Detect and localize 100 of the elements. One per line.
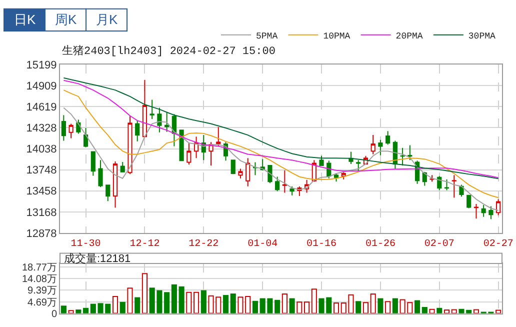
candlestick	[444, 178, 450, 191]
bar	[370, 293, 376, 314]
bar	[230, 293, 236, 314]
candlestick	[238, 168, 243, 179]
bar	[274, 300, 280, 314]
y-tick-label: 14619	[26, 101, 57, 114]
candlestick	[164, 112, 170, 132]
candlestick	[319, 155, 324, 166]
x-tick-label: 01-16	[306, 239, 337, 250]
bar	[186, 292, 192, 314]
y-tick-label: 9.39万	[28, 286, 57, 297]
candlestick	[112, 160, 118, 208]
candlestick	[98, 160, 103, 188]
bar	[127, 288, 133, 314]
legend-label: 30PMA	[468, 31, 496, 42]
bar	[68, 310, 74, 314]
candlestick	[230, 160, 236, 175]
bar	[112, 296, 118, 314]
candlestick	[348, 151, 354, 164]
candlestick	[356, 160, 361, 172]
candlestick	[474, 204, 479, 219]
bar	[333, 302, 340, 314]
bar	[222, 295, 229, 314]
bar	[473, 309, 479, 314]
candlestick	[496, 198, 501, 216]
bar	[362, 302, 368, 314]
bar	[311, 288, 317, 314]
bar	[436, 308, 442, 314]
candlestick	[459, 184, 464, 198]
candlestick	[466, 194, 472, 209]
x-tick-label: 02-27	[483, 239, 514, 250]
y-tick-label: 13168	[26, 206, 57, 219]
x-tick-label: 01-26	[365, 239, 396, 250]
bar	[120, 302, 126, 314]
candlestick	[186, 142, 192, 166]
text: 月K	[96, 12, 118, 27]
y-tick-label: 12878	[26, 228, 57, 240]
bar	[392, 298, 398, 314]
bar	[134, 297, 140, 314]
candlestick	[268, 165, 272, 184]
bar	[385, 301, 391, 314]
x-tick-label: 11-30	[70, 239, 101, 250]
candlestick	[386, 130, 390, 146]
candlestick	[68, 123, 74, 139]
legend-label: 10PMA	[323, 31, 351, 42]
bar	[164, 292, 170, 314]
candlestick	[370, 134, 376, 155]
chart-title: 生猪2403[lh2403] 2024-02-27 15:00	[62, 44, 276, 58]
y-tick-label: 13748	[26, 164, 57, 177]
y-tick-label: 15199	[26, 59, 57, 72]
bar	[282, 293, 288, 314]
bar	[378, 298, 384, 314]
bar	[83, 308, 89, 314]
candlestick	[290, 186, 294, 196]
candlestick	[216, 126, 221, 147]
bar	[414, 300, 420, 314]
line-series	[63, 107, 499, 211]
y-tick-label: 14038	[26, 144, 57, 156]
line-series	[63, 90, 499, 198]
candlestick	[481, 204, 486, 218]
y-tick-label: 14.08万	[22, 274, 57, 286]
bar	[252, 300, 258, 314]
candlestick	[246, 158, 250, 187]
candlestick	[172, 114, 176, 147]
candlestick	[334, 173, 339, 182]
bar	[429, 308, 435, 314]
y-tick-label: 14328	[26, 122, 57, 135]
candlestick	[90, 151, 96, 176]
candlestick	[150, 99, 154, 120]
legend-label: 5PMA	[256, 31, 278, 42]
candlestick	[408, 144, 412, 161]
candlestick	[488, 206, 494, 220]
bar	[178, 286, 184, 314]
candlestick	[128, 116, 132, 175]
candlestick	[179, 130, 184, 162]
text: 日K	[14, 12, 36, 27]
y-tick-label: 18.77万	[22, 262, 57, 274]
candlestick	[135, 120, 140, 142]
bar	[356, 301, 362, 314]
bar	[289, 298, 295, 314]
candlestick	[106, 184, 110, 202]
candlestick	[430, 174, 434, 182]
y-tick-label: 14909	[26, 80, 57, 92]
candlestick	[194, 136, 199, 159]
bar	[422, 306, 428, 314]
candlestick	[275, 176, 280, 192]
bar	[142, 273, 148, 314]
candlestick	[83, 127, 88, 148]
y-tick-label: 13458	[26, 186, 57, 198]
candlestick	[61, 114, 66, 142]
legend-label: 20PMA	[396, 31, 424, 42]
bar	[451, 309, 457, 314]
x-tick-label: 01-04	[248, 239, 278, 250]
candlestick	[400, 147, 405, 166]
bar	[296, 301, 302, 314]
bar	[171, 284, 177, 314]
y-tick-label: 0	[51, 308, 58, 320]
bar	[304, 301, 310, 314]
bar	[76, 310, 82, 314]
chart-title: 成交量:12181	[64, 252, 131, 265]
